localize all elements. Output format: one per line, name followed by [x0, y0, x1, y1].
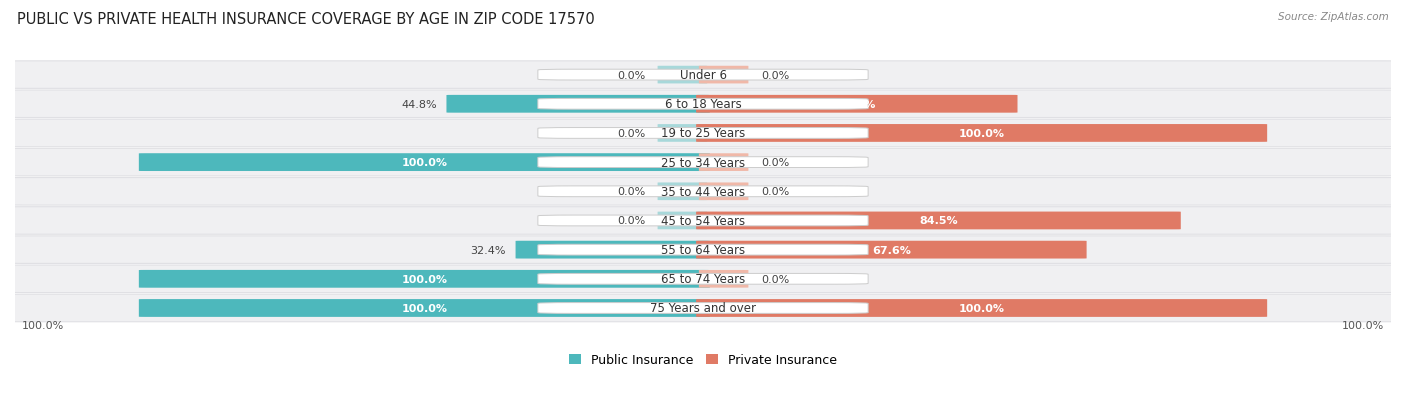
- FancyBboxPatch shape: [696, 212, 1181, 230]
- FancyBboxPatch shape: [447, 96, 710, 114]
- FancyBboxPatch shape: [538, 244, 868, 255]
- Text: 100.0%: 100.0%: [22, 320, 65, 330]
- Text: 55 to 64 Years: 55 to 64 Years: [661, 244, 745, 256]
- FancyBboxPatch shape: [699, 66, 748, 84]
- FancyBboxPatch shape: [538, 274, 868, 285]
- Text: 45 to 54 Years: 45 to 54 Years: [661, 214, 745, 228]
- Text: Under 6: Under 6: [679, 69, 727, 82]
- Text: 100.0%: 100.0%: [1341, 320, 1384, 330]
- FancyBboxPatch shape: [696, 299, 1267, 317]
- Text: 44.8%: 44.8%: [401, 100, 437, 109]
- FancyBboxPatch shape: [538, 128, 868, 139]
- Text: 0.0%: 0.0%: [761, 158, 789, 168]
- Text: 0.0%: 0.0%: [761, 274, 789, 284]
- FancyBboxPatch shape: [538, 216, 868, 226]
- FancyBboxPatch shape: [6, 294, 1400, 322]
- Text: 100.0%: 100.0%: [401, 303, 447, 313]
- FancyBboxPatch shape: [658, 125, 707, 142]
- Text: Source: ZipAtlas.com: Source: ZipAtlas.com: [1278, 12, 1389, 22]
- Text: 0.0%: 0.0%: [761, 187, 789, 197]
- Text: 84.5%: 84.5%: [920, 216, 957, 226]
- FancyBboxPatch shape: [658, 212, 707, 230]
- Text: 100.0%: 100.0%: [401, 274, 447, 284]
- Text: 0.0%: 0.0%: [761, 71, 789, 81]
- Text: 0.0%: 0.0%: [617, 71, 645, 81]
- Text: 0.0%: 0.0%: [617, 187, 645, 197]
- FancyBboxPatch shape: [699, 271, 748, 288]
- Text: 67.6%: 67.6%: [872, 245, 911, 255]
- FancyBboxPatch shape: [658, 183, 707, 201]
- FancyBboxPatch shape: [699, 183, 748, 201]
- FancyBboxPatch shape: [538, 99, 868, 110]
- FancyBboxPatch shape: [538, 70, 868, 81]
- FancyBboxPatch shape: [538, 303, 868, 313]
- FancyBboxPatch shape: [699, 154, 748, 171]
- FancyBboxPatch shape: [6, 207, 1400, 235]
- FancyBboxPatch shape: [696, 241, 1087, 259]
- Text: PUBLIC VS PRIVATE HEALTH INSURANCE COVERAGE BY AGE IN ZIP CODE 17570: PUBLIC VS PRIVATE HEALTH INSURANCE COVER…: [17, 12, 595, 27]
- Text: 25 to 34 Years: 25 to 34 Years: [661, 156, 745, 169]
- Text: 35 to 44 Years: 35 to 44 Years: [661, 185, 745, 198]
- FancyBboxPatch shape: [6, 149, 1400, 176]
- FancyBboxPatch shape: [139, 270, 710, 288]
- Text: 19 to 25 Years: 19 to 25 Years: [661, 127, 745, 140]
- FancyBboxPatch shape: [6, 236, 1400, 264]
- FancyBboxPatch shape: [696, 125, 1267, 142]
- Text: 55.2%: 55.2%: [838, 100, 876, 109]
- FancyBboxPatch shape: [139, 154, 710, 171]
- Text: 100.0%: 100.0%: [401, 158, 447, 168]
- Text: 75 Years and over: 75 Years and over: [650, 302, 756, 315]
- FancyBboxPatch shape: [538, 186, 868, 197]
- Text: 6 to 18 Years: 6 to 18 Years: [665, 98, 741, 111]
- Text: 0.0%: 0.0%: [617, 128, 645, 139]
- Text: 0.0%: 0.0%: [617, 216, 645, 226]
- FancyBboxPatch shape: [538, 157, 868, 168]
- Text: 32.4%: 32.4%: [471, 245, 506, 255]
- FancyBboxPatch shape: [516, 241, 710, 259]
- Text: 100.0%: 100.0%: [959, 128, 1005, 139]
- Legend: Public Insurance, Private Insurance: Public Insurance, Private Insurance: [568, 354, 838, 367]
- FancyBboxPatch shape: [6, 62, 1400, 89]
- Text: 100.0%: 100.0%: [959, 303, 1005, 313]
- FancyBboxPatch shape: [6, 266, 1400, 293]
- FancyBboxPatch shape: [6, 178, 1400, 206]
- FancyBboxPatch shape: [6, 91, 1400, 118]
- Text: 65 to 74 Years: 65 to 74 Years: [661, 273, 745, 286]
- FancyBboxPatch shape: [139, 299, 710, 317]
- FancyBboxPatch shape: [6, 120, 1400, 147]
- FancyBboxPatch shape: [696, 96, 1018, 114]
- FancyBboxPatch shape: [658, 66, 707, 84]
